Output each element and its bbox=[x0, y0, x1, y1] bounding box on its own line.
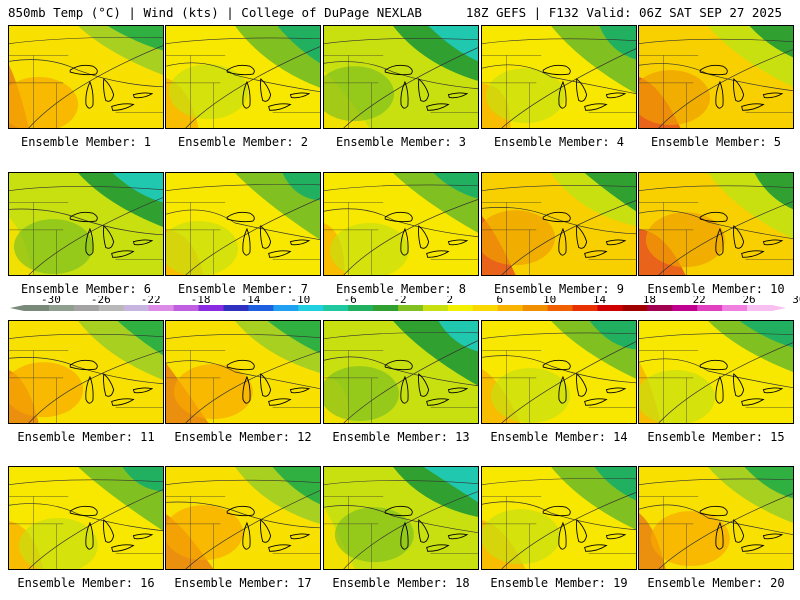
ensemble-map-15 bbox=[638, 320, 794, 424]
ensemble-member-label: Ensemble Member: 4 bbox=[493, 135, 625, 149]
scale-tick-label: 2 bbox=[447, 296, 454, 306]
scale-tick-label: 6 bbox=[496, 296, 503, 306]
ensemble-map-11 bbox=[8, 320, 164, 424]
ensemble-member-label: Ensemble Member: 9 bbox=[493, 282, 625, 296]
scale-tick-label: -26 bbox=[91, 296, 111, 306]
ensemble-map-19 bbox=[481, 466, 637, 570]
ensemble-map-12 bbox=[165, 320, 321, 424]
ensemble-member-label: Ensemble Member: 13 bbox=[332, 430, 470, 444]
valid-time: 18Z GEFS | F132 Valid: 06Z SAT SEP 27 20… bbox=[465, 5, 782, 20]
scale-tick-label: -18 bbox=[191, 296, 211, 306]
scale-color-bin bbox=[547, 305, 574, 311]
scale-left-arrow bbox=[10, 305, 24, 311]
scale-color-bin bbox=[273, 305, 299, 311]
scale-color-bin bbox=[73, 305, 100, 311]
scale-tick-label: -14 bbox=[240, 296, 260, 306]
ensemble-map-10 bbox=[638, 172, 794, 276]
scale-color-bin bbox=[348, 305, 374, 311]
scale-color-bin bbox=[373, 305, 399, 311]
scale-color-bin bbox=[472, 305, 499, 311]
scale-color-bin bbox=[572, 305, 598, 311]
ensemble-map-5 bbox=[638, 25, 794, 129]
ensemble-member-label: Ensemble Member: 11 bbox=[17, 430, 155, 444]
scale-color-bin bbox=[697, 305, 723, 311]
scale-color-bin bbox=[747, 305, 773, 311]
scale-color-bin bbox=[597, 305, 623, 311]
scale-color-bin bbox=[422, 305, 449, 311]
scale-color-bin bbox=[323, 305, 349, 311]
ensemble-member-label: Ensemble Member: 3 bbox=[335, 135, 467, 149]
scale-color-bin bbox=[98, 305, 125, 311]
scale-tick-label: -30 bbox=[41, 296, 61, 306]
scale-tick-label: 10 bbox=[543, 296, 556, 306]
ensemble-map-4 bbox=[481, 25, 637, 129]
scale-tick-label: 18 bbox=[643, 296, 656, 306]
scale-right-arrow bbox=[772, 305, 786, 311]
ensemble-member-label: Ensemble Member: 16 bbox=[17, 576, 155, 590]
scale-color-bin bbox=[672, 305, 698, 311]
scale-tick-label: -22 bbox=[141, 296, 161, 306]
scale-tick-label: 22 bbox=[693, 296, 706, 306]
scale-color-bin bbox=[223, 305, 249, 311]
ensemble-map-8 bbox=[323, 172, 479, 276]
map-title: 850mb Temp (°C) | Wind (kts) | College o… bbox=[8, 5, 422, 20]
ensemble-member-label: Ensemble Member: 2 bbox=[177, 135, 309, 149]
scale-color-bin bbox=[722, 305, 748, 311]
ensemble-member-label: Ensemble Member: 1 bbox=[20, 135, 152, 149]
ensemble-map-13 bbox=[323, 320, 479, 424]
ensemble-member-label: Ensemble Member: 12 bbox=[174, 430, 312, 444]
ensemble-member-label: Ensemble Member: 10 bbox=[647, 282, 785, 296]
scale-color-bin bbox=[248, 305, 274, 311]
ensemble-member-label: Ensemble Member: 19 bbox=[490, 576, 628, 590]
scale-tick-label: -10 bbox=[290, 296, 310, 306]
scale-color-bin bbox=[198, 305, 224, 311]
scale-color-bin bbox=[622, 305, 648, 311]
scale-color-bin bbox=[173, 305, 200, 311]
scale-color-bin bbox=[24, 305, 50, 311]
scale-color-bin bbox=[398, 305, 424, 311]
ensemble-member-label: Ensemble Member: 20 bbox=[647, 576, 785, 590]
ensemble-member-label: Ensemble Member: 14 bbox=[490, 430, 628, 444]
scale-color-bin bbox=[298, 305, 324, 311]
ensemble-member-label: Ensemble Member: 6 bbox=[20, 282, 152, 296]
scale-tick-label: 14 bbox=[593, 296, 607, 306]
ensemble-map-16 bbox=[8, 466, 164, 570]
ensemble-member-label: Ensemble Member: 8 bbox=[335, 282, 467, 296]
ensemble-map-3 bbox=[323, 25, 479, 129]
scale-color-bin bbox=[48, 305, 75, 311]
scale-tick-label: 26 bbox=[742, 296, 755, 306]
scale-tick-label: 30 bbox=[792, 296, 800, 306]
scale-color-bin bbox=[447, 305, 474, 311]
ensemble-map-7 bbox=[165, 172, 321, 276]
ensemble-map-20 bbox=[638, 466, 794, 570]
scale-tick-label: -6 bbox=[344, 296, 357, 306]
scale-color-bin bbox=[647, 305, 673, 311]
ensemble-member-label: Ensemble Member: 5 bbox=[650, 135, 782, 149]
ensemble-map-17 bbox=[165, 466, 321, 570]
ensemble-map-2 bbox=[165, 25, 321, 129]
ensemble-member-label: Ensemble Member: 17 bbox=[174, 576, 312, 590]
ensemble-member-label: Ensemble Member: 15 bbox=[647, 430, 785, 444]
ensemble-map-14 bbox=[481, 320, 637, 424]
scale-color-bin bbox=[123, 305, 150, 311]
ensemble-map-9 bbox=[481, 172, 637, 276]
scale-color-bin bbox=[497, 305, 524, 311]
scale-color-bin bbox=[148, 305, 175, 311]
ensemble-member-label: Ensemble Member: 7 bbox=[177, 282, 309, 296]
ensemble-map-6 bbox=[8, 172, 164, 276]
ensemble-map-1 bbox=[8, 25, 164, 129]
scale-tick-label: -2 bbox=[393, 296, 406, 306]
scale-color-bin bbox=[522, 305, 549, 311]
color-scale-bar: -30-26-22-18-14-10-6-2261014182226303438… bbox=[10, 296, 800, 311]
ensemble-map-18 bbox=[323, 466, 479, 570]
ensemble-member-label: Ensemble Member: 18 bbox=[332, 576, 470, 590]
